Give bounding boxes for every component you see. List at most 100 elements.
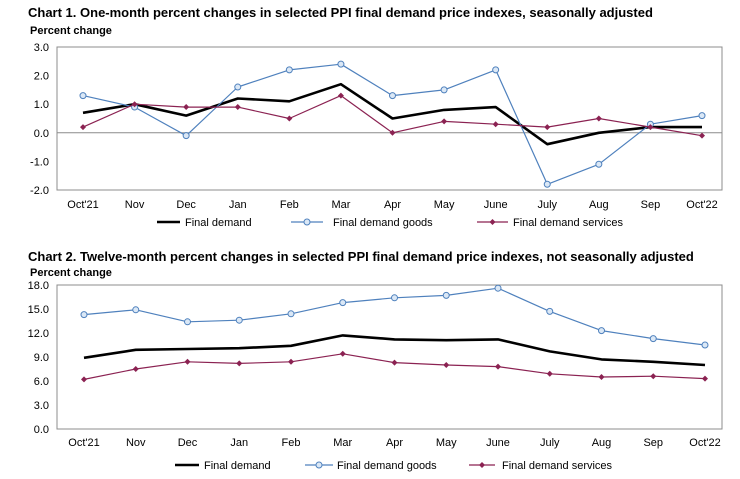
chart-2-xtick-label: Aug [592, 437, 612, 449]
chart-2-series-final-demand-goods-point [339, 299, 347, 307]
chart-2-series-final-demand-services-point [495, 363, 501, 370]
chart-2-series-final-demand-services-point [184, 358, 191, 365]
chart-2-xtick-label: June [486, 437, 510, 449]
chart-1-series-final-demand-services-point [699, 132, 705, 139]
chart-1-series-final-demand-goods-point [595, 160, 603, 168]
chart-2-series-final-demand-goods-point [391, 294, 398, 302]
chart-2-series-final-demand-services-point [650, 373, 657, 380]
chart-2-legend-final-demand-label: Final demand [204, 460, 271, 472]
chart-1-ytick-label: 0.0 [34, 128, 49, 140]
chart-1-series-final-demand-goods-point [440, 86, 448, 94]
chart-2-series-final-demand-services-point [391, 359, 398, 366]
chart-2-series-final-demand-goods-point [701, 341, 709, 349]
chart-1-xtick-label: Nov [125, 199, 145, 211]
chart-1-series-final-demand-services-point [80, 124, 86, 131]
chart-2-legend-final-demand-services-marker [479, 462, 485, 468]
chart-1-series-final-demand-services-point [441, 118, 448, 125]
chart-1-series-final-demand-goods-point [543, 180, 551, 188]
chart-1-legend-final-demand-services-marker [489, 219, 496, 225]
chart-2-series-final-demand-goods-point [132, 306, 140, 314]
chart-2-legend-final-demand-services-label: Final demand services [502, 460, 613, 472]
chart-1-xtick-label: Aug [589, 199, 609, 211]
chart-2-xtick-label: Mar [333, 437, 352, 449]
chart-1-ytick-label: -1.0 [30, 156, 49, 168]
chart-2-ytick-label: 18.0 [28, 280, 49, 292]
chart-1-plot [56, 46, 723, 191]
chart-1-title: Chart 1. One-month percent changes in se… [28, 5, 653, 20]
chart-1-ytick-label: -2.0 [30, 185, 49, 197]
chart-2-xtick-label: Oct'21 [68, 437, 99, 449]
chart-2: Chart 2. Twelve-month percent changes in… [28, 249, 723, 472]
chart-2-yticks: 18.0 15.0 12.0 9.0 6.0 3.0 0.0 [28, 280, 49, 436]
chart-2-series-final-demand-services-point [339, 350, 346, 357]
chart-2-xticks: Oct'21 Nov Dec Jan Feb Mar Apr May June July Aug Se… [68, 437, 720, 449]
chart-1-series-final-demand-goods-line [82, 63, 703, 185]
chart-2-xtick-label: Oct'22 [689, 437, 720, 449]
chart-1-series-final-demand-goods-point [698, 112, 706, 120]
chart-2-xtick-label: Apr [386, 437, 403, 449]
chart-1-series-final-demand-goods-point [389, 92, 396, 100]
chart-2-xtick-label: July [540, 437, 560, 449]
chart-1-series-final-demand-services-point [647, 124, 654, 131]
chart-2-xtick-label: May [436, 437, 457, 449]
chart-1-legend-final-demand-label: Final demand [185, 217, 252, 229]
chart-2-series-final-demand-goods-point [80, 311, 88, 319]
chart-1-xticks: Oct'21 Nov Dec Jan Feb Mar Apr May June July Aug Se… [67, 199, 717, 211]
chart-1-series-final-demand-services-point [492, 121, 499, 128]
chart-1-series-final-demand-services-point [337, 92, 344, 99]
chart-1-series-final-demand-services-point [131, 101, 138, 108]
chart-2-series-final-demand-goods-point [287, 310, 295, 318]
chart-1-series-final-demand-goods-point [492, 66, 500, 74]
chart-2-plot [56, 284, 723, 430]
chart-1: Chart 1. One-month percent changes in se… [28, 5, 723, 229]
chart-1-series-final-demand-goods-point [234, 83, 242, 91]
chart-2-ytick-label: 6.0 [34, 376, 49, 388]
chart-1-xtick-label: Apr [384, 199, 401, 211]
chart-2-legend-final-demand-goods-marker [315, 461, 323, 469]
chart-1-series-final-demand-services-point [286, 115, 293, 122]
chart-2-series-final-demand-services-point [288, 358, 294, 365]
chart-1-series-final-demand-goods-point [79, 92, 87, 100]
chart-2-series-final-demand-goods-point [235, 316, 243, 324]
chart-1-ytick-label: 3.0 [34, 42, 49, 54]
chart-1-series-final-demand-services-point [183, 104, 190, 111]
chart-2-ytick-label: 12.0 [28, 328, 49, 340]
chart-2-series-final-demand-line [83, 334, 706, 367]
chart-1-series-final-demand-goods-point [182, 132, 190, 140]
chart-1-legend-final-demand-goods-label: Final demand goods [333, 217, 433, 229]
chart-1-ytick-label: 1.0 [34, 99, 49, 111]
chart-2-title: Chart 2. Twelve-month percent changes in… [28, 249, 694, 264]
chart-1-xtick-label: Oct'21 [67, 199, 98, 211]
chart-2-series-final-demand-goods-point [184, 318, 191, 326]
chart-1-xtick-label: Mar [331, 199, 350, 211]
chart-1-xtick-label: Oct'22 [686, 199, 717, 211]
chart-2-series-final-demand-goods-point [649, 335, 657, 343]
chart-1-legend-final-demand-goods-marker [303, 218, 311, 226]
chart-2-series-final-demand-services-point [598, 374, 605, 380]
chart-1-legend: Final demand Final demand goods Final dema… [157, 217, 624, 229]
chart-1-ylabel: Percent change [30, 25, 112, 37]
chart-2-series-final-demand-services-point [443, 362, 450, 368]
chart-2-ylabel: Percent change [30, 267, 112, 279]
chart-2-xtick-label: Dec [178, 437, 198, 449]
chart-1-ytick-label: 2.0 [34, 71, 49, 83]
chart-2-series-final-demand-goods-point [598, 327, 605, 335]
chart-2-ytick-label: 0.0 [34, 424, 49, 436]
chart-1-series-final-demand-services-point [389, 129, 396, 136]
chart-1-series-final-demand-goods-point [285, 66, 293, 74]
chart-1-series-final-demand-goods-point [337, 60, 345, 68]
chart-1-yticks: 3.0 2.0 1.0 0.0 -1.0 -2.0 [30, 42, 49, 197]
chart-1-series-final-demand-line [82, 82, 702, 146]
chart-1-xtick-label: July [537, 199, 557, 211]
chart-2-legend-final-demand-goods-label: Final demand goods [337, 460, 437, 472]
chart-2-xtick-label: Feb [282, 437, 301, 449]
chart-2-series-final-demand-goods-point [546, 307, 554, 315]
chart-1-series-final-demand-services-point [595, 115, 602, 122]
chart-2-series-final-demand-goods-point [442, 291, 450, 299]
chart-1-series-final-demand-services-point [544, 124, 551, 131]
chart-1-plot-frame [56, 46, 723, 191]
chart-2-xtick-label: Jan [230, 437, 248, 449]
chart-1-xtick-label: June [484, 199, 508, 211]
chart-2-ytick-label: 9.0 [34, 352, 49, 364]
